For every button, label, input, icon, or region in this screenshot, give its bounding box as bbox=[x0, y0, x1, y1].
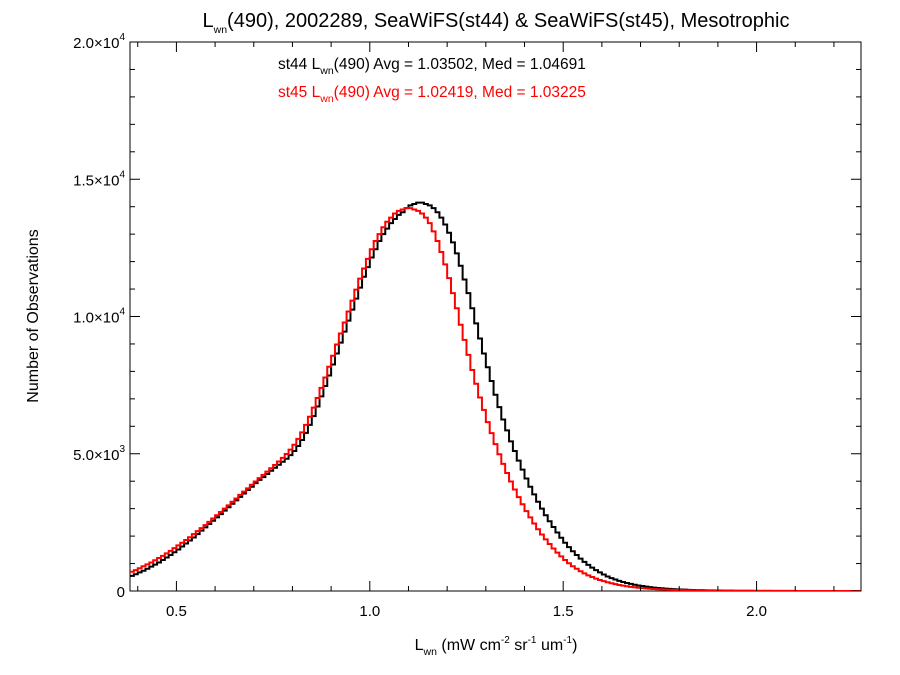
series-layer bbox=[130, 201, 861, 591]
x-tick-label: 1.5 bbox=[553, 603, 574, 620]
series-st44 bbox=[130, 201, 861, 591]
legend: st44 Lwn(490) Avg = 1.03502, Med = 1.046… bbox=[278, 56, 586, 105]
tick-layer: 0.5 1.0 1.5 2.0 0 5.0×103 1.0×104 1.5×104 2.0×10… bbox=[73, 32, 861, 620]
chart-title: Lwn(490), 2002289, SeaWiFS(st44) & SeaWi… bbox=[202, 10, 789, 36]
y-tick-label: 5.0×103 bbox=[73, 444, 125, 464]
plot-frame bbox=[129, 41, 862, 592]
legend-entry-st44: st44 Lwn(490) Avg = 1.03502, Med = 1.046… bbox=[278, 56, 586, 77]
y-tick-label: 0 bbox=[117, 584, 125, 601]
y-tick-label: 1.0×104 bbox=[73, 307, 125, 327]
y-tick-label: 1.5×104 bbox=[73, 169, 125, 189]
y-tick-label: 2.0×104 bbox=[73, 32, 125, 52]
series-line bbox=[130, 207, 861, 591]
legend-entry-st45: st45 Lwn(490) Avg = 1.02419, Med = 1.032… bbox=[278, 84, 586, 105]
x-tick-label: 2.0 bbox=[746, 603, 767, 620]
x-tick-label: 0.5 bbox=[166, 603, 187, 620]
x-tick-label: 1.0 bbox=[359, 603, 380, 620]
y-axis-label: Number of Observations bbox=[25, 229, 42, 402]
series-line bbox=[130, 201, 861, 591]
x-axis-label: Lwn (mW cm-2 sr-1 um-1) bbox=[415, 635, 578, 658]
series-st45 bbox=[130, 207, 861, 591]
